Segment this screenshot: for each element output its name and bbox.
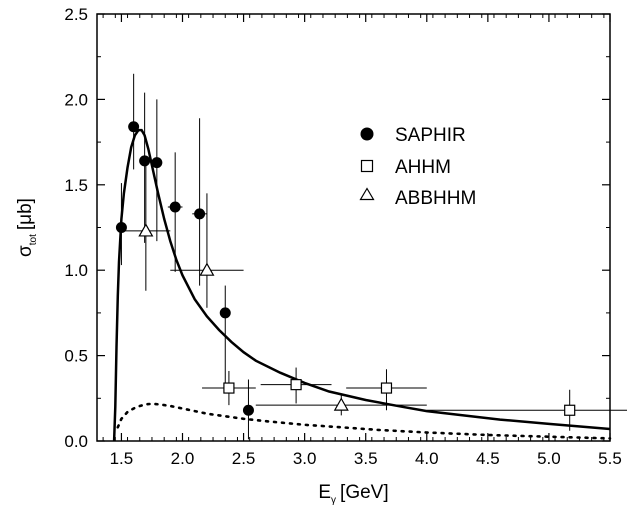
legend-label-abbhhm: ABBHHM <box>395 188 476 209</box>
x-tick-label: 5.0 <box>537 449 561 468</box>
saphir-point <box>194 208 206 220</box>
plot-frame <box>96 13 611 442</box>
ahhm-point <box>223 382 235 394</box>
legend-label-saphir: SAPHIR <box>395 125 466 146</box>
abbhhm-point <box>138 223 154 237</box>
y-tick-label: 1.5 <box>64 176 88 195</box>
saphir-point <box>128 121 140 133</box>
model-curve-dotted <box>116 402 612 440</box>
model-curves <box>112 128 612 442</box>
y-tick-label: 1.0 <box>64 261 88 280</box>
x-tick-label: 2.5 <box>232 449 256 468</box>
x-tick-label: 4.5 <box>476 449 500 468</box>
x-tick-label: 2.0 <box>171 449 195 468</box>
abbhhm-point <box>199 262 215 276</box>
y-axis-label: σtot [μb] <box>15 198 39 257</box>
model-curve-solid <box>112 128 611 442</box>
legend-label-ahhm: AHHM <box>395 157 451 178</box>
tick-labels: 1.5 2.0 2.5 3.0 3.5 4.0 4.5 5.0 5.5 0.0 0.5 1.0 1.5 2… <box>64 5 621 468</box>
legend-marker-filled-circle <box>360 127 374 141</box>
y-tick-label: 2.0 <box>64 90 88 109</box>
ahhm-point <box>380 382 393 394</box>
y-tick-label: 0.5 <box>64 347 88 366</box>
legend-item-saphir: SAPHIR <box>360 125 466 146</box>
saphir-point <box>169 201 181 213</box>
y-tick-label: 0.0 <box>64 432 88 451</box>
x-axis-label: Eγ [GeV] <box>318 482 388 506</box>
data-points <box>115 73 627 440</box>
legend: SAPHIR AHHM ABBHHM <box>359 125 476 209</box>
saphir-point <box>115 222 127 233</box>
saphir-point <box>151 157 163 169</box>
legend-marker-open-triangle <box>359 187 375 201</box>
x-axis-label-main: E <box>318 482 331 503</box>
x-tick-label: 4.0 <box>415 449 439 468</box>
x-tick-label: 3.0 <box>293 449 317 468</box>
y-tick-label: 2.5 <box>64 5 88 24</box>
saphir-point <box>219 307 231 319</box>
x-axis-label-sub: γ <box>331 495 336 506</box>
saphir-point <box>139 155 151 167</box>
y-axis-label-unit: [μb] <box>15 198 36 230</box>
x-tick-label: 1.5 <box>110 449 134 468</box>
x-axis-label-unit: [GeV] <box>340 482 389 503</box>
legend-item-ahhm: AHHM <box>360 157 451 178</box>
ahhm-point <box>564 404 576 416</box>
x-tick-label: 5.5 <box>598 449 622 468</box>
y-axis-label-sub: tot <box>28 234 39 245</box>
ahhm-point <box>290 379 302 391</box>
axes-ticks <box>97 13 611 442</box>
x-tick-label: 3.5 <box>354 449 378 468</box>
legend-item-abbhhm: ABBHHM <box>359 187 476 209</box>
saphir-point <box>242 404 254 416</box>
legend-marker-open-square <box>360 159 374 173</box>
abbhhm-point <box>333 397 349 411</box>
y-axis-label-main: σ <box>15 245 36 257</box>
